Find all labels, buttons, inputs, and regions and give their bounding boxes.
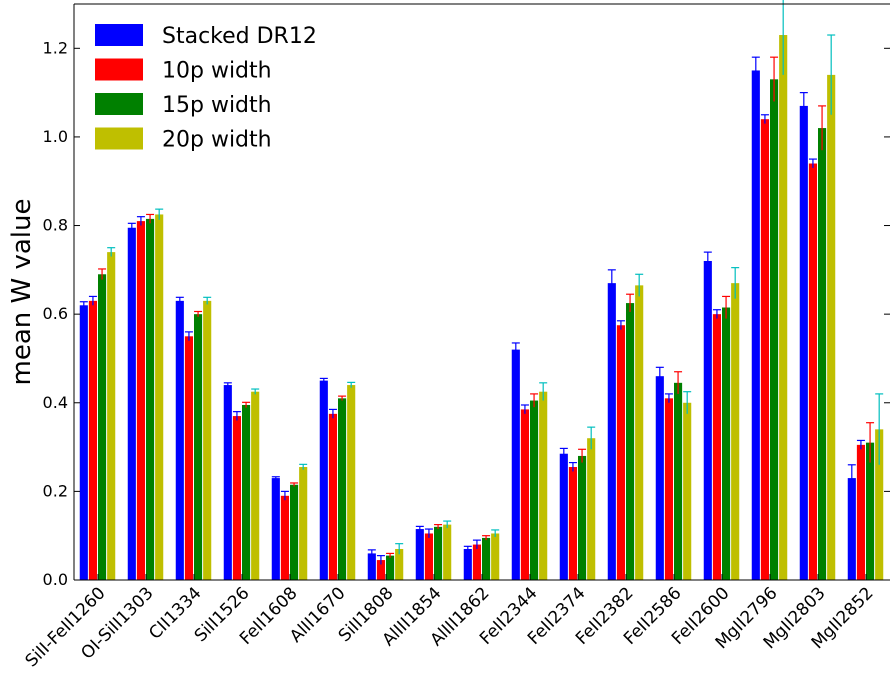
bar <box>635 285 644 580</box>
y-tick-label: 1.2 <box>43 38 68 57</box>
y-tick-label: 0.2 <box>43 481 68 500</box>
y-tick-label: 0.6 <box>43 304 68 323</box>
bar <box>463 548 472 580</box>
legend-swatch <box>95 93 143 115</box>
bar <box>155 214 164 580</box>
bars-group <box>79 35 884 581</box>
bar <box>712 314 721 580</box>
y-tick-label: 0.4 <box>43 393 68 412</box>
bar <box>674 382 683 580</box>
bar <box>184 336 193 580</box>
bar <box>530 400 539 580</box>
y-tick-label: 0.0 <box>43 570 68 589</box>
bar <box>223 385 232 580</box>
legend-swatch <box>95 127 143 150</box>
legend: Stacked DR12 10p width 15p width 20p width <box>95 24 317 153</box>
y-tick-label: 1.0 <box>43 127 68 146</box>
bar <box>770 79 779 581</box>
bar <box>866 442 875 580</box>
bar <box>559 453 568 580</box>
bar <box>511 349 520 580</box>
bar <box>146 218 155 580</box>
y-axis-title: mean W value <box>7 199 37 386</box>
bar <box>136 221 145 580</box>
bar <box>299 467 308 580</box>
bar <box>367 553 376 580</box>
bar <box>760 119 769 580</box>
bar <box>271 478 280 580</box>
bar <box>607 283 616 580</box>
legend-label: Stacked DR12 <box>162 24 317 49</box>
bar <box>587 438 596 580</box>
bar <box>520 409 529 580</box>
bar <box>664 398 673 580</box>
legend-label: 20p width <box>162 128 272 153</box>
y-tick-label: 0.8 <box>43 216 68 235</box>
legend-swatch <box>95 24 143 46</box>
bar <box>415 529 424 580</box>
bar <box>731 283 740 580</box>
bar <box>472 544 481 580</box>
bar <box>88 300 97 580</box>
bar <box>443 524 452 580</box>
bar <box>779 35 788 581</box>
bar <box>616 325 625 580</box>
bar <box>434 526 443 580</box>
bar <box>280 495 289 580</box>
bar <box>251 391 260 580</box>
bar <box>338 398 347 580</box>
bar <box>626 303 635 580</box>
bar <box>808 163 817 580</box>
bar <box>98 274 107 580</box>
bar <box>799 105 808 581</box>
bar <box>194 314 203 580</box>
bar <box>482 537 491 580</box>
bar <box>175 300 184 580</box>
bar <box>818 128 827 581</box>
bar <box>578 455 587 580</box>
bar <box>328 413 337 580</box>
legend-swatch <box>95 58 143 81</box>
y-ticks-group: 0.0 0.2 0.4 0.6 0.8 1.0 1.2 <box>43 38 890 589</box>
axes-group <box>73 3 890 581</box>
bar <box>319 380 328 580</box>
bar <box>568 467 577 580</box>
bar <box>827 74 836 581</box>
legend-label: 10p width <box>162 59 272 84</box>
bar <box>107 252 116 580</box>
bar <box>722 307 731 580</box>
bar <box>232 416 241 580</box>
bar <box>79 305 88 580</box>
bar <box>683 402 692 580</box>
bar <box>386 555 395 580</box>
x-labels-group: SiII-FeII1260OI-SiII1303CII1334SiII1526F… <box>22 583 878 671</box>
bar <box>347 385 356 580</box>
bar <box>376 560 385 580</box>
bar <box>290 484 299 580</box>
bar <box>875 429 884 580</box>
bar <box>856 444 865 580</box>
bar <box>395 548 404 580</box>
error-bars-group <box>79 0 884 565</box>
bar <box>847 478 856 580</box>
bar <box>127 227 136 580</box>
bar <box>491 533 500 580</box>
bar <box>424 533 433 580</box>
bar <box>655 376 664 580</box>
bar <box>751 70 760 580</box>
bar <box>703 260 712 580</box>
bar <box>539 391 548 580</box>
legend-label: 15p width <box>162 93 272 118</box>
bar <box>242 404 251 580</box>
bar <box>203 300 212 580</box>
